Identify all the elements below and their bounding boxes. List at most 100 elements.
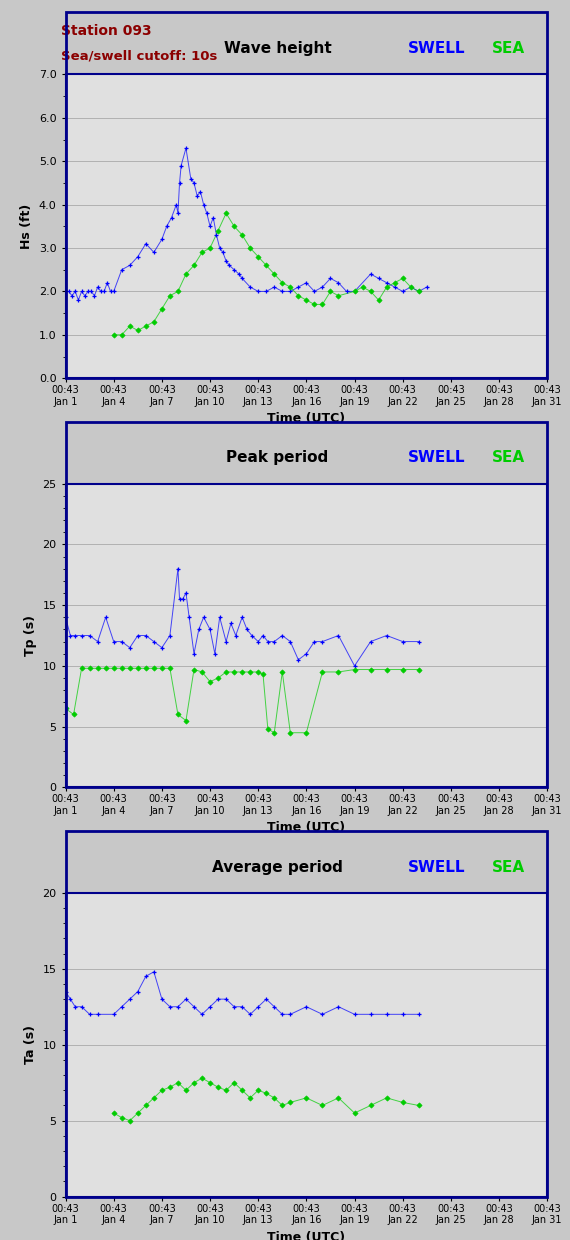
Point <box>242 620 251 640</box>
Point <box>133 1104 142 1123</box>
Point <box>342 281 351 301</box>
Point <box>398 631 407 651</box>
Point <box>205 997 214 1017</box>
Point <box>205 672 214 692</box>
Point <box>93 658 102 678</box>
Point <box>263 719 272 739</box>
Point <box>318 278 327 298</box>
Point <box>175 174 184 193</box>
Point <box>61 698 70 718</box>
Point <box>71 625 80 645</box>
Point <box>173 1073 182 1092</box>
Point <box>141 234 150 254</box>
Point <box>326 269 335 289</box>
Point <box>215 608 224 627</box>
Point <box>318 631 327 651</box>
Point <box>196 182 205 202</box>
Point <box>149 658 158 678</box>
Point <box>109 325 119 345</box>
Point <box>157 299 166 319</box>
Point <box>246 1087 255 1107</box>
Point <box>165 997 174 1017</box>
Point <box>149 1087 158 1107</box>
Point <box>173 704 182 724</box>
Point <box>382 660 391 680</box>
Point <box>406 278 416 298</box>
Point <box>226 614 235 634</box>
Point <box>350 281 359 301</box>
Text: SWELL: SWELL <box>408 450 465 465</box>
Point <box>69 704 78 724</box>
Point <box>133 658 142 678</box>
Point <box>247 625 256 645</box>
Point <box>302 997 311 1017</box>
Point <box>366 660 375 680</box>
Point <box>254 997 263 1017</box>
Point <box>181 139 190 159</box>
Point <box>141 1096 150 1116</box>
Point <box>100 281 109 301</box>
Point <box>189 1073 198 1092</box>
Point <box>181 264 190 284</box>
Point <box>125 316 135 336</box>
Point <box>109 631 119 651</box>
Point <box>61 608 70 627</box>
Point <box>254 247 263 267</box>
Point <box>141 625 150 645</box>
Point <box>209 208 218 228</box>
Point <box>258 625 267 645</box>
Point <box>270 264 279 284</box>
X-axis label: Time (UTC): Time (UTC) <box>267 412 345 425</box>
Point <box>286 1092 295 1112</box>
Point <box>278 662 287 682</box>
Point <box>101 658 110 678</box>
Point <box>246 278 255 298</box>
Point <box>85 625 94 645</box>
Point <box>189 174 198 193</box>
Point <box>85 658 94 678</box>
Point <box>83 281 92 301</box>
Point <box>222 990 231 1009</box>
Point <box>302 273 311 293</box>
Point <box>310 631 319 651</box>
Point <box>222 252 231 272</box>
Point <box>61 982 70 1002</box>
Point <box>238 269 247 289</box>
Point <box>189 997 198 1017</box>
Point <box>263 631 272 651</box>
Point <box>366 1096 375 1116</box>
Point <box>270 997 279 1017</box>
Point <box>173 203 182 223</box>
Point <box>149 243 158 263</box>
Point <box>149 312 158 332</box>
Point <box>117 1107 127 1127</box>
Point <box>117 260 127 280</box>
Point <box>286 278 295 298</box>
Point <box>199 195 208 215</box>
Point <box>234 264 243 284</box>
Point <box>414 660 424 680</box>
Point <box>286 1004 295 1024</box>
Point <box>270 631 279 651</box>
Point <box>109 658 119 678</box>
Point <box>294 278 303 298</box>
Point <box>222 203 231 223</box>
Point <box>254 631 263 651</box>
Point <box>175 589 184 609</box>
Point <box>173 559 182 579</box>
Point <box>278 1004 287 1024</box>
Point <box>202 203 211 223</box>
Point <box>270 1087 279 1107</box>
Point <box>334 997 343 1017</box>
Point <box>286 631 295 651</box>
Point <box>398 660 407 680</box>
Point <box>286 723 295 743</box>
Point <box>181 1080 190 1100</box>
Point <box>189 255 198 275</box>
Point <box>258 665 267 684</box>
Point <box>125 1111 135 1131</box>
Text: Average period: Average period <box>212 859 343 874</box>
Point <box>374 290 383 310</box>
Point <box>254 281 263 301</box>
Point <box>125 637 135 657</box>
